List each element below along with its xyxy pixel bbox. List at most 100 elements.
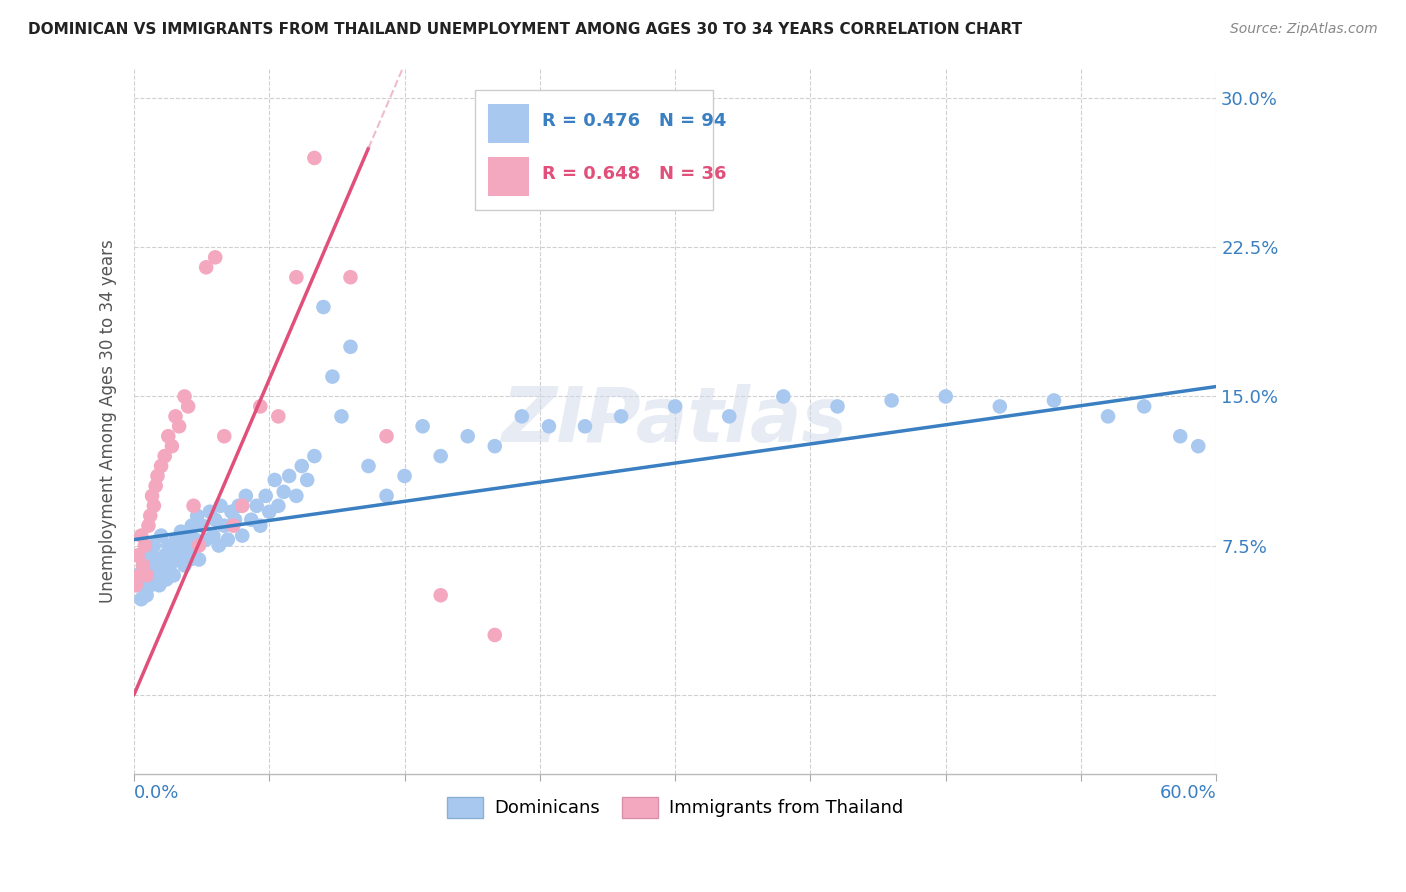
Point <box>198 505 221 519</box>
Point <box>173 558 195 573</box>
Point <box>172 549 194 563</box>
Point <box>574 419 596 434</box>
Point <box>177 400 200 414</box>
Point <box>208 539 231 553</box>
Point <box>152 565 174 579</box>
Point <box>429 588 451 602</box>
Point <box>988 400 1011 414</box>
Text: DOMINICAN VS IMMIGRANTS FROM THAILAND UNEMPLOYMENT AMONG AGES 30 TO 34 YEARS COR: DOMINICAN VS IMMIGRANTS FROM THAILAND UN… <box>28 22 1022 37</box>
Point <box>127 578 149 592</box>
Point <box>139 508 162 523</box>
Point <box>231 499 253 513</box>
Point <box>429 449 451 463</box>
Point <box>179 552 201 566</box>
Text: Source: ZipAtlas.com: Source: ZipAtlas.com <box>1230 22 1378 37</box>
Point <box>188 552 211 566</box>
Point <box>132 572 155 586</box>
Point <box>285 489 308 503</box>
Point <box>259 505 281 519</box>
Point <box>145 558 167 573</box>
Point <box>664 400 686 414</box>
Point <box>153 449 176 463</box>
Point <box>125 568 148 582</box>
Point <box>217 533 239 547</box>
Point <box>240 513 263 527</box>
Point <box>173 389 195 403</box>
Point <box>146 469 169 483</box>
Point <box>295 473 318 487</box>
Y-axis label: Unemployment Among Ages 30 to 34 years: Unemployment Among Ages 30 to 34 years <box>100 239 117 603</box>
Point <box>202 528 225 542</box>
Point <box>167 419 190 434</box>
Text: R = 0.648   N = 36: R = 0.648 N = 36 <box>543 165 727 184</box>
Legend: Dominicans, Immigrants from Thailand: Dominicans, Immigrants from Thailand <box>440 789 910 825</box>
Point <box>254 489 277 503</box>
Point <box>141 549 163 563</box>
Text: 60.0%: 60.0% <box>1160 784 1216 802</box>
Point <box>188 539 211 553</box>
Point <box>180 518 202 533</box>
Point <box>339 270 361 285</box>
Point <box>150 458 173 473</box>
FancyBboxPatch shape <box>488 103 529 143</box>
Point <box>304 449 326 463</box>
Point <box>183 542 205 557</box>
Point <box>484 628 506 642</box>
Point <box>142 499 165 513</box>
Point <box>195 260 218 275</box>
Text: ZIPatlas: ZIPatlas <box>502 384 848 458</box>
Point <box>267 409 290 424</box>
Point <box>772 389 794 403</box>
Point <box>128 549 150 563</box>
Point <box>457 429 479 443</box>
Point <box>375 429 398 443</box>
Point <box>394 469 416 483</box>
Point <box>132 558 155 573</box>
Point <box>718 409 741 424</box>
Point <box>157 429 180 443</box>
Text: R = 0.476   N = 94: R = 0.476 N = 94 <box>543 112 727 130</box>
Point <box>138 518 160 533</box>
Point <box>231 528 253 542</box>
Point <box>184 533 207 547</box>
Point <box>165 409 187 424</box>
Point <box>141 565 163 579</box>
Point <box>139 578 162 592</box>
Point <box>375 489 398 503</box>
Point <box>170 524 193 539</box>
Point <box>339 340 361 354</box>
Point <box>146 568 169 582</box>
Point <box>935 389 957 403</box>
Point <box>510 409 533 424</box>
Point <box>204 251 226 265</box>
Point <box>163 568 186 582</box>
Point <box>186 508 208 523</box>
Point <box>183 499 205 513</box>
Point <box>128 568 150 582</box>
Point <box>880 393 903 408</box>
Point <box>132 558 155 573</box>
Point <box>138 552 160 566</box>
Point <box>166 552 188 566</box>
Point <box>209 499 232 513</box>
Point <box>165 533 187 547</box>
Point <box>159 558 181 573</box>
Point <box>145 479 167 493</box>
Point <box>1187 439 1209 453</box>
Point <box>321 369 343 384</box>
Point <box>484 439 506 453</box>
Point <box>142 539 165 553</box>
Point <box>537 419 560 434</box>
Point <box>141 489 163 503</box>
Point <box>1133 400 1156 414</box>
Point <box>610 409 633 424</box>
Point <box>195 533 218 547</box>
Point <box>222 518 245 533</box>
Point <box>267 499 290 513</box>
Point <box>1097 409 1119 424</box>
Point <box>167 539 190 553</box>
Point <box>129 592 152 607</box>
Text: 0.0%: 0.0% <box>134 784 180 802</box>
Point <box>827 400 849 414</box>
Point <box>153 549 176 563</box>
